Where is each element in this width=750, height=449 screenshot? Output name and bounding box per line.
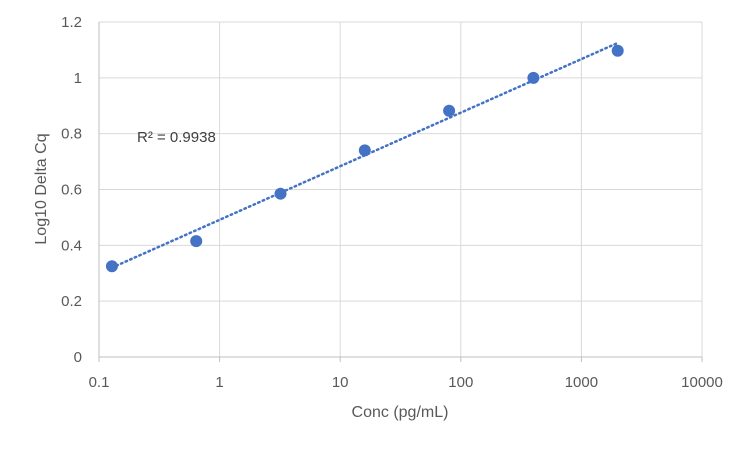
tick-labels: 0 0.2 0.4 0.6 0.8 1 1.2 0.1 1 10 100 1000 10000 (61, 14, 723, 391)
data-points (105, 44, 624, 273)
x-tick-label: 0.1 (89, 374, 110, 391)
data-point (105, 260, 118, 273)
r-squared-annotation: R² = 0.9938 (137, 129, 216, 146)
y-tick-label: 0.8 (61, 126, 82, 143)
y-tick-label: 0 (74, 349, 82, 366)
data-point (443, 104, 456, 117)
y-tick-label: 1 (74, 70, 82, 87)
x-tick-label: 10000 (681, 374, 723, 391)
x-axis-title: Conc (pg/mL) (352, 404, 449, 421)
x-tick-label: 10 (332, 374, 349, 391)
y-tick-label: 1.2 (61, 14, 82, 31)
x-tick-label: 1 (215, 374, 223, 391)
y-tick-label: 0.4 (61, 237, 82, 254)
x-tick-label: 100 (448, 374, 473, 391)
y-tick-label: 0.6 (61, 182, 82, 199)
data-point (190, 235, 203, 248)
data-point (527, 71, 540, 84)
y-tick-label: 0.2 (61, 293, 82, 310)
axes (98, 22, 703, 362)
data-point (358, 144, 371, 157)
data-point (611, 44, 624, 57)
y-axis-title: Log10 Delta Cq (33, 133, 50, 244)
data-point (274, 187, 287, 200)
gridlines (99, 21, 703, 357)
x-tick-label: 1000 (565, 374, 598, 391)
